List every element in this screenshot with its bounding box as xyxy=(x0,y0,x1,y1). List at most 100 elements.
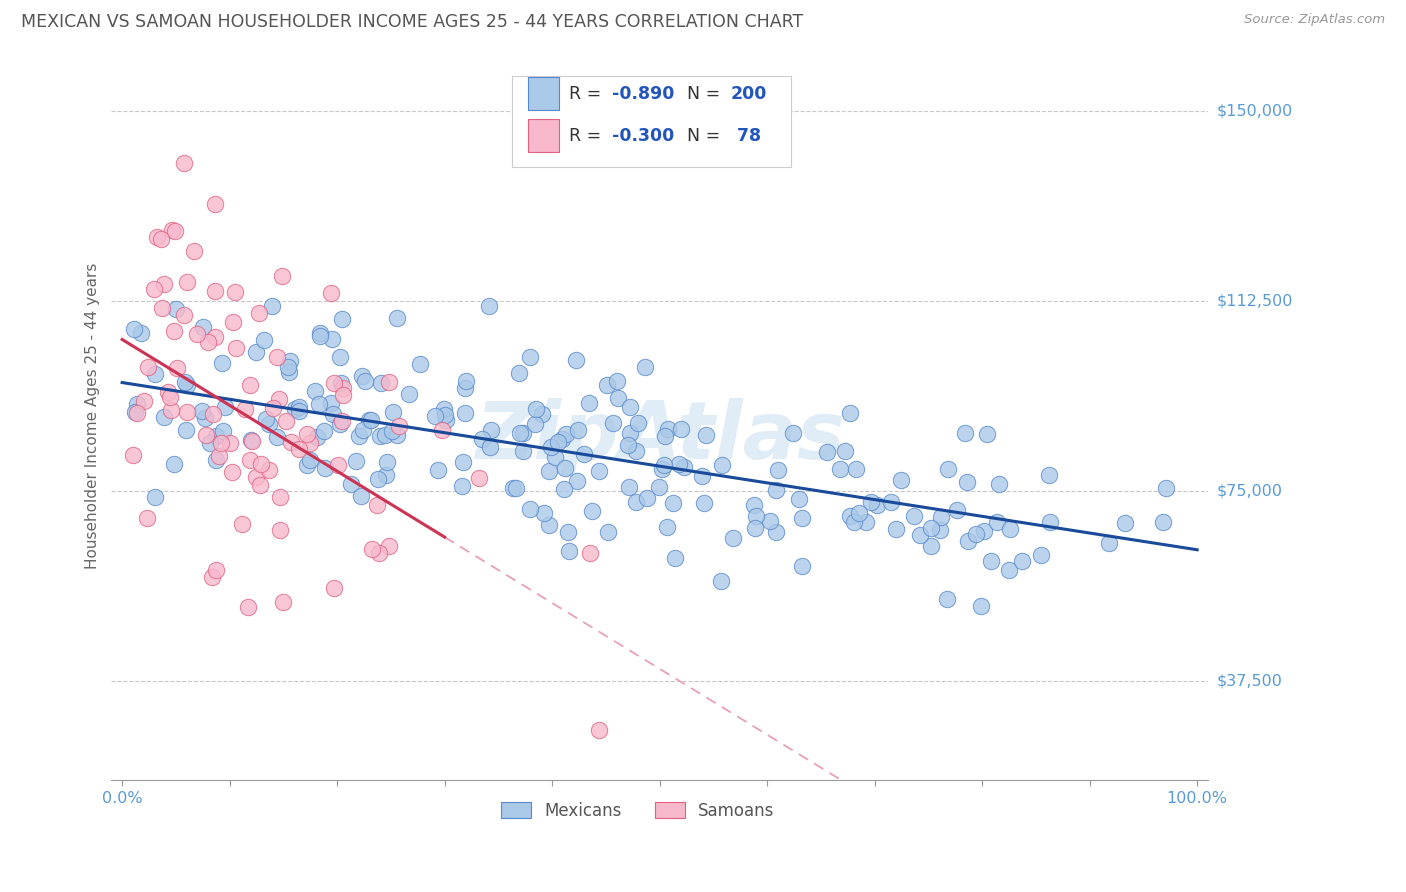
Point xyxy=(454,374,477,388)
Text: $75,000: $75,000 xyxy=(1216,484,1282,499)
Point xyxy=(350,369,373,384)
Point xyxy=(225,341,247,355)
Point xyxy=(1029,549,1052,563)
Point xyxy=(143,367,166,381)
Point xyxy=(204,330,226,344)
Point xyxy=(134,393,156,408)
Text: N =: N = xyxy=(688,127,725,145)
Point xyxy=(195,428,218,442)
Point xyxy=(221,465,243,479)
Point xyxy=(125,397,148,411)
Point xyxy=(121,448,143,462)
Point xyxy=(1154,481,1177,495)
Point xyxy=(354,374,377,388)
Point xyxy=(322,407,344,421)
Point xyxy=(617,438,640,452)
Point xyxy=(375,455,398,469)
Point xyxy=(581,504,603,518)
Point xyxy=(288,404,311,418)
Point xyxy=(295,458,318,472)
Point xyxy=(557,525,579,540)
Point xyxy=(257,417,280,432)
Point xyxy=(1038,467,1060,482)
Point xyxy=(855,515,877,529)
Point xyxy=(214,401,236,415)
Point xyxy=(269,490,291,504)
Point xyxy=(231,516,253,531)
Point xyxy=(766,463,789,477)
Point xyxy=(249,457,271,471)
Point xyxy=(186,327,208,342)
Point xyxy=(430,423,453,437)
Point xyxy=(572,447,595,461)
Point xyxy=(204,284,226,298)
Point xyxy=(668,457,690,471)
Point xyxy=(266,430,288,444)
Point xyxy=(367,472,389,486)
Point xyxy=(183,244,205,258)
Point xyxy=(361,542,384,557)
Point xyxy=(936,462,959,476)
Point xyxy=(619,425,641,440)
Point xyxy=(235,402,257,417)
Point xyxy=(143,491,166,505)
Point xyxy=(160,402,183,417)
Point xyxy=(209,436,232,450)
Point xyxy=(173,156,195,170)
Point xyxy=(378,539,401,553)
Point xyxy=(973,524,995,538)
Point xyxy=(648,480,671,494)
FancyBboxPatch shape xyxy=(529,119,558,153)
Point xyxy=(339,477,361,491)
Point xyxy=(624,494,647,508)
Point xyxy=(245,345,267,359)
Point xyxy=(844,461,866,475)
Text: 200: 200 xyxy=(731,85,768,103)
Point xyxy=(191,404,214,418)
Point xyxy=(839,406,862,420)
Point xyxy=(242,434,264,449)
Point xyxy=(957,533,980,548)
Point xyxy=(194,410,217,425)
Point xyxy=(765,483,787,498)
Point xyxy=(152,301,174,315)
Point xyxy=(299,436,322,450)
Point xyxy=(323,581,346,595)
Point xyxy=(162,222,184,236)
Point xyxy=(211,356,233,370)
Text: R =: R = xyxy=(568,127,606,145)
Point xyxy=(838,508,860,523)
Point xyxy=(454,381,477,395)
Point xyxy=(956,475,979,489)
Point xyxy=(153,409,176,424)
Point xyxy=(997,563,1019,577)
Text: $37,500: $37,500 xyxy=(1216,674,1282,689)
Point xyxy=(323,376,346,390)
Point xyxy=(163,457,186,471)
Point xyxy=(138,360,160,375)
Point xyxy=(454,406,477,420)
Point xyxy=(305,430,328,444)
Point xyxy=(928,524,950,538)
Point xyxy=(815,444,838,458)
Point xyxy=(277,360,299,375)
Point xyxy=(201,407,224,421)
Point xyxy=(166,360,188,375)
Point xyxy=(308,397,330,411)
Point xyxy=(502,482,524,496)
Point xyxy=(288,401,311,415)
Point xyxy=(329,350,352,364)
Point xyxy=(433,408,456,422)
Point xyxy=(427,463,450,477)
Point xyxy=(965,527,987,541)
Point xyxy=(409,357,432,371)
Point xyxy=(299,452,322,467)
Point xyxy=(297,427,319,442)
Point xyxy=(382,405,405,419)
Point xyxy=(478,440,501,454)
Point xyxy=(578,395,600,409)
Point xyxy=(174,376,197,390)
Point xyxy=(374,428,396,442)
Point xyxy=(790,510,813,524)
Point xyxy=(165,302,187,317)
